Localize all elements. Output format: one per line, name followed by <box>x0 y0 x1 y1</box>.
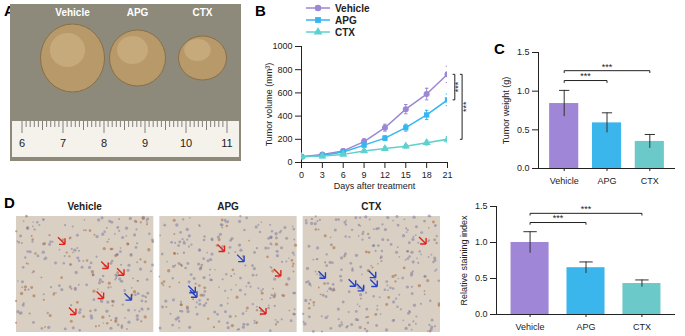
svg-text:7: 7 <box>60 137 66 149</box>
svg-text:9: 9 <box>362 170 367 180</box>
svg-text:***: *** <box>553 213 564 223</box>
svg-text:Tumor weight (g): Tumor weight (g) <box>501 77 511 145</box>
svg-text:600: 600 <box>277 88 292 98</box>
svg-text:0: 0 <box>299 170 304 180</box>
svg-text:1.5: 1.5 <box>517 47 530 57</box>
svg-text:0.5: 0.5 <box>475 273 488 283</box>
svg-text:CTX: CTX <box>641 176 659 186</box>
svg-text:1.0: 1.0 <box>517 86 530 96</box>
svg-text:***: *** <box>580 71 591 81</box>
html-text:B: B <box>255 2 266 19</box>
svg-text:***: *** <box>602 62 613 72</box>
svg-text:400: 400 <box>277 111 292 121</box>
svg-text:Vehicle: Vehicle <box>67 201 102 212</box>
svg-text:8: 8 <box>101 137 107 149</box>
html-text:Vehicle: Vehicle <box>335 2 370 14</box>
svg-text:Vehicle: Vehicle <box>550 176 579 186</box>
svg-text:APG: APG <box>127 7 149 18</box>
svg-text:800: 800 <box>277 65 292 75</box>
svg-text:Vehicle: Vehicle <box>516 322 545 332</box>
svg-text:11: 11 <box>221 137 232 149</box>
svg-text:10: 10 <box>180 137 192 149</box>
svg-text:APG: APG <box>217 201 239 212</box>
svg-text:Tumor volume (mm³): Tumor volume (mm³) <box>264 63 274 147</box>
svg-text:0: 0 <box>287 157 292 167</box>
svg-text:3: 3 <box>320 170 325 180</box>
svg-text:6: 6 <box>19 137 25 149</box>
svg-text:Days after treatment: Days after treatment <box>334 181 416 191</box>
svg-text:6: 6 <box>341 170 346 180</box>
svg-text:9: 9 <box>142 137 148 149</box>
html-text:D: D <box>4 194 15 211</box>
svg-text:***: *** <box>581 204 592 214</box>
svg-text:1.5: 1.5 <box>475 201 488 211</box>
svg-text:200: 200 <box>277 134 292 144</box>
svg-text:Relative staining index: Relative staining index <box>459 215 469 306</box>
svg-text:0.0: 0.0 <box>517 163 530 173</box>
svg-text:1000: 1000 <box>272 41 292 51</box>
svg-text:21: 21 <box>442 170 452 180</box>
svg-text:0.5: 0.5 <box>517 125 530 135</box>
html-text:C: C <box>494 40 505 57</box>
svg-text:***: *** <box>461 101 471 112</box>
html-text:APG: APG <box>335 14 357 26</box>
svg-text:CTX: CTX <box>193 7 213 18</box>
svg-text:1.0: 1.0 <box>475 237 488 247</box>
html-text:CTX: CTX <box>335 26 355 38</box>
svg-text:12: 12 <box>380 170 390 180</box>
svg-text:15: 15 <box>401 170 411 180</box>
svg-text:CTX: CTX <box>633 322 651 332</box>
svg-text:0.0: 0.0 <box>475 309 488 319</box>
html-text:A: A <box>4 2 15 19</box>
svg-text:CTX: CTX <box>361 201 381 212</box>
svg-text:Vehicle: Vehicle <box>55 7 90 18</box>
svg-text:APG: APG <box>576 322 595 332</box>
svg-text:APG: APG <box>597 176 616 186</box>
svg-text:18: 18 <box>422 170 432 180</box>
